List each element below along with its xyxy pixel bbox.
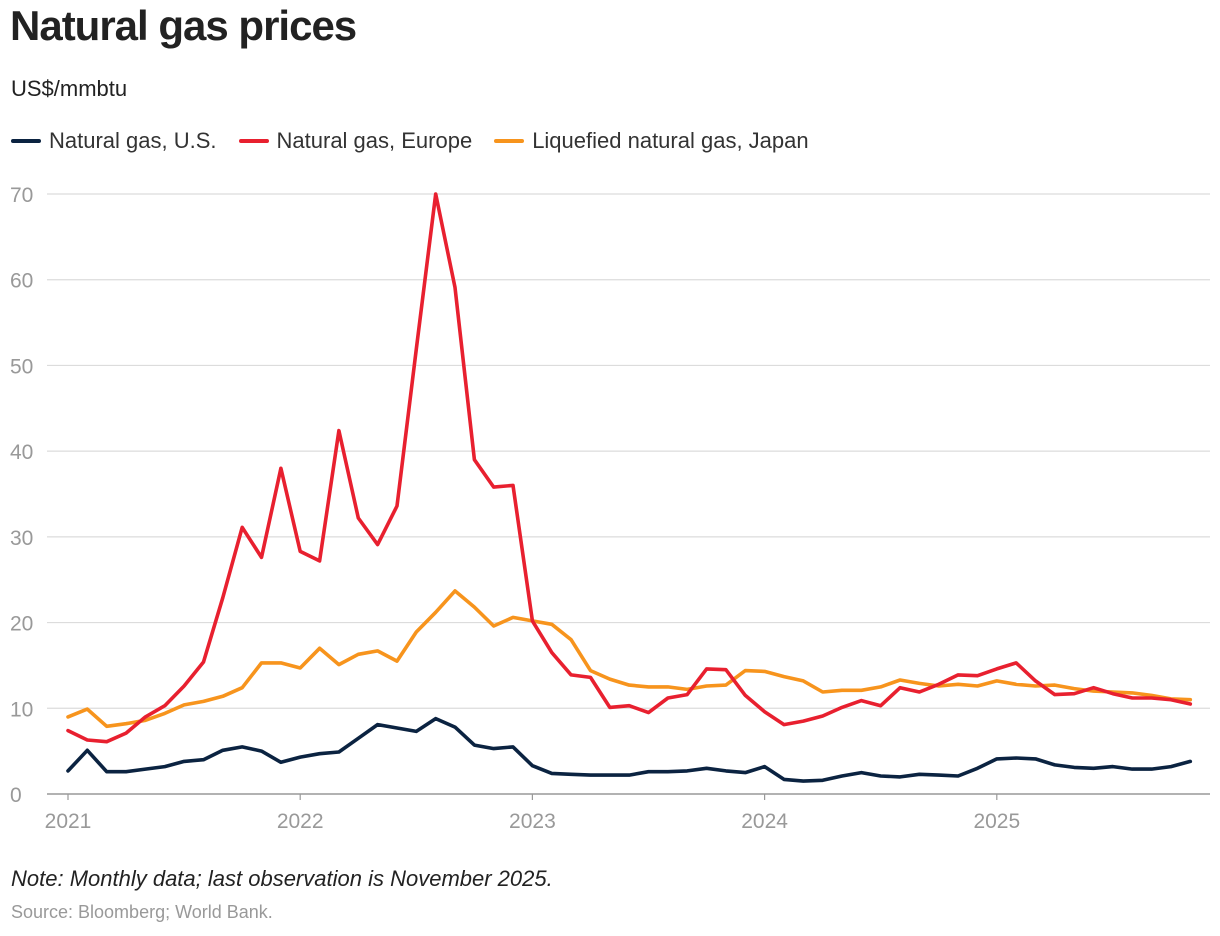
chart-title: Natural gas prices [10,2,357,49]
x-tick-label: 2024 [741,810,788,833]
y-tick-label: 0 [10,784,22,807]
series-lines [66,192,1193,783]
y-tick-label: 60 [10,270,33,293]
y-tick-label: 20 [10,613,33,636]
legend-item-japan: Liquefied natural gas, Japan [494,128,809,154]
series-line-us [66,716,1193,783]
x-tick-label: 2022 [277,810,324,833]
legend-label-japan: Liquefied natural gas, Japan [532,128,809,153]
series-line-japan [66,589,1193,729]
chart-source: Source: Bloomberg; World Bank. [11,902,273,922]
x-tick-label: 2023 [509,810,556,833]
x-axis-ticks: 2021 2022 2023 2024 2025 [45,794,1020,833]
chart-note: Note: Monthly data; last observation is … [11,866,553,891]
x-tick-label: 2025 [973,810,1020,833]
chart-subtitle: US$/mmbtu [11,76,128,101]
y-tick-label: 10 [10,698,33,721]
legend-swatch-europe [238,139,269,143]
y-tick-label: 30 [10,527,33,550]
legend-label-us: Natural gas, U.S. [49,128,217,153]
series-line-europe [66,192,1193,744]
y-axis-ticks: 0 10 20 30 40 50 60 70 [10,184,33,807]
legend-swatch-us [11,139,41,143]
legend-label-europe: Natural gas, Europe [276,128,473,153]
legend-item-europe: Natural gas, Europe [238,128,473,154]
x-tick-label: 2021 [45,810,92,833]
legend-item-us: Natural gas, U.S. [11,128,217,154]
y-tick-label: 70 [10,184,33,207]
legend-swatch-japan [494,139,525,143]
y-tick-label: 40 [10,441,33,464]
legend: Natural gas, U.S. Natural gas, Europe Li… [11,128,831,154]
y-tick-label: 50 [10,355,33,378]
